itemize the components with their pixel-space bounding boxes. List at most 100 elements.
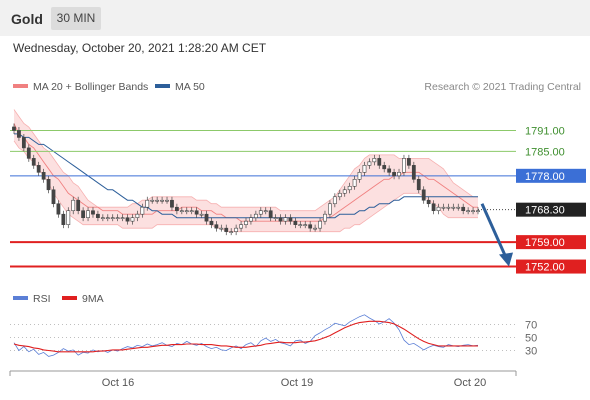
- candle: [239, 224, 243, 229]
- candle: [263, 210, 268, 213]
- x-tick-label: Oct 19: [281, 377, 313, 389]
- candle: [476, 210, 480, 213]
- candle: [426, 199, 431, 205]
- candle: [204, 213, 209, 222]
- candle: [110, 217, 115, 219]
- candle: [174, 206, 179, 212]
- rsi-ma-line: [13, 320, 478, 353]
- x-tick-label: Oct 20: [454, 377, 486, 389]
- bollinger-legend-label: MA 20 + Bollinger Bands: [33, 81, 148, 93]
- chart-datetime: Wednesday, October 20, 2021 1:28:20 AM C…: [13, 41, 267, 55]
- level-tag: [516, 202, 586, 217]
- candle: [105, 217, 110, 219]
- candle: [86, 210, 90, 218]
- ma50-legend-label: MA 50: [175, 81, 205, 93]
- candle: [249, 217, 253, 222]
- candle: [234, 227, 239, 232]
- candle: [31, 158, 36, 166]
- forecast-arrow-head: [499, 252, 513, 267]
- candle: [347, 185, 352, 191]
- candle: [406, 158, 411, 166]
- candle: [446, 206, 451, 209]
- candle: [382, 165, 387, 170]
- candle: [387, 168, 392, 173]
- candle: [17, 130, 21, 138]
- candle: [367, 161, 372, 166]
- candle: [219, 227, 224, 230]
- level-label: 1759.00: [525, 237, 565, 249]
- candle: [402, 158, 406, 173]
- candle: [229, 231, 234, 233]
- candle: [130, 217, 135, 222]
- rsi-ma-legend-swatch: [62, 296, 77, 300]
- candle: [328, 203, 332, 215]
- candle: [357, 172, 362, 180]
- candle: [323, 213, 327, 222]
- candle: [194, 210, 199, 215]
- candle: [471, 210, 475, 213]
- candle: [160, 199, 164, 202]
- candle: [244, 220, 248, 225]
- candle: [332, 196, 337, 205]
- level-label: 1768.30: [525, 205, 565, 217]
- candle: [199, 213, 204, 216]
- level-tag: [516, 259, 586, 274]
- candle: [155, 199, 160, 202]
- level-label: 1752.00: [525, 262, 565, 274]
- candle: [273, 217, 278, 219]
- bollinger-band-area: [14, 109, 478, 232]
- research-credit: Research © 2021 Trading Central: [424, 81, 581, 93]
- timeframe-button[interactable]: 30 MIN: [51, 7, 101, 30]
- candle: [421, 189, 426, 201]
- candle: [120, 217, 125, 219]
- candle: [431, 203, 436, 212]
- candle: [26, 147, 31, 159]
- candle: [21, 137, 26, 149]
- candle: [170, 199, 174, 208]
- candle: [313, 227, 318, 230]
- candle: [66, 210, 71, 225]
- candle: [12, 126, 16, 131]
- candle: [362, 165, 367, 173]
- ma50-legend-swatch: [155, 84, 170, 88]
- rsi-tick-label: 50: [525, 333, 537, 345]
- rsi-line: [13, 314, 479, 357]
- bollinger-legend-swatch: [13, 84, 28, 88]
- candle: [298, 224, 303, 226]
- page-title: Gold: [11, 11, 43, 27]
- candle: [466, 210, 471, 213]
- candle: [258, 210, 263, 215]
- level-label: 1791.00: [525, 125, 565, 137]
- forecast-arrow-line: [480, 203, 508, 259]
- candle: [293, 220, 298, 225]
- bollinger-lower-line: [13, 140, 478, 233]
- candle: [411, 165, 416, 180]
- level-label: 1785.00: [525, 146, 565, 158]
- rsi-tick-label: 30: [525, 346, 537, 358]
- candle: [214, 224, 219, 229]
- candle: [135, 213, 140, 218]
- candle: [36, 165, 41, 173]
- candle: [81, 210, 86, 218]
- candle: [41, 172, 46, 180]
- candle: [115, 217, 120, 219]
- candle: [61, 213, 66, 225]
- candle: [288, 217, 293, 222]
- candle: [377, 158, 382, 166]
- candle: [140, 206, 145, 215]
- x-tick-label: Oct 16: [102, 377, 134, 389]
- candle: [145, 199, 150, 208]
- candle: [342, 189, 347, 194]
- candle: [352, 179, 357, 187]
- candle: [416, 179, 421, 191]
- candle: [397, 172, 401, 177]
- candle: [125, 217, 130, 222]
- rsi-legend-label: RSI: [33, 293, 51, 305]
- candle: [436, 206, 441, 212]
- candle: [318, 220, 322, 229]
- candle: [456, 206, 461, 209]
- candle: [372, 158, 377, 163]
- candle: [179, 210, 184, 213]
- candle: [392, 172, 396, 177]
